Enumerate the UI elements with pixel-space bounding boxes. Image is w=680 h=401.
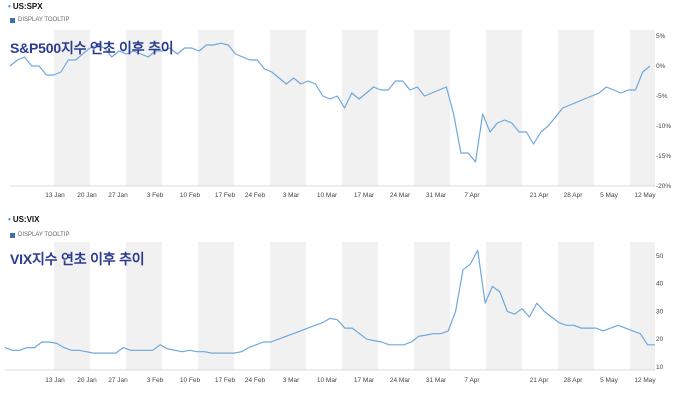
y-tick-label: 10: [656, 364, 664, 371]
x-tick-label: 17 Feb: [215, 192, 236, 199]
x-tick-label: 17 Feb: [215, 377, 236, 384]
vix-symbol-label: • US:VIX: [8, 215, 39, 224]
x-tick-label: 13 Jan: [45, 192, 65, 199]
x-tick-label: 31 Mar: [426, 377, 447, 384]
week-band: [630, 242, 655, 370]
week-band: [270, 30, 306, 186]
series-line: [9, 42, 651, 163]
x-tick-label: 21 Apr: [530, 192, 550, 199]
week-band: [486, 30, 522, 186]
checkbox-icon[interactable]: [10, 232, 15, 238]
x-tick-label: 21 Apr: [530, 377, 550, 384]
x-tick-label: 3 Feb: [147, 377, 164, 384]
x-tick-label: 12 May: [634, 192, 656, 199]
week-band: [414, 242, 450, 370]
spx-symbol-label: • US:SPX: [8, 2, 43, 11]
week-band: [342, 242, 378, 370]
x-tick-label: 28 Apr: [564, 377, 584, 384]
y-tick-label: 0%: [656, 63, 666, 70]
x-tick-label: 3 Mar: [283, 192, 300, 199]
y-tick-label: -20%: [656, 183, 671, 190]
spx-symbol-text: US:SPX: [12, 2, 43, 11]
x-tick-label: 12 May: [634, 377, 656, 384]
x-tick-label: 20 Jan: [77, 377, 97, 384]
week-band: [198, 242, 234, 370]
x-tick-label: 17 Mar: [354, 377, 375, 384]
vix-chart: 50 40 30 20 10 13 Jan 20 Jan 27 Jan 3 Feb 10 Feb 1…: [4, 242, 664, 384]
vix-panel: 50 40 30 20 10 13 Jan 20 Jan 27 Jan 3 Feb 10 Feb 1…: [0, 212, 680, 401]
week-band: [342, 30, 378, 186]
series-dot-icon: •: [8, 2, 11, 11]
y-tick-label: 20: [656, 336, 664, 343]
spx-panel: 5% 0% -5% -10% -15% -20% 13 Jan 20 Jan 27 Jan 3 F…: [0, 0, 680, 200]
week-band: [486, 242, 522, 370]
y-tick-label: 50: [656, 253, 664, 260]
x-tick-label: 24 Feb: [245, 192, 266, 199]
y-tick-label: -10%: [656, 123, 671, 130]
week-band: [270, 242, 306, 370]
x-tick-label: 27 Jan: [108, 377, 128, 384]
week-band: [54, 242, 90, 370]
x-tick-label: 20 Jan: [77, 192, 97, 199]
x-tick-label: 3 Mar: [283, 377, 300, 384]
y-tick-label: 30: [656, 308, 664, 315]
y-tick-label: 5%: [656, 33, 666, 40]
x-tick-label: 28 Apr: [564, 192, 584, 199]
x-tick-label: 13 Jan: [45, 377, 65, 384]
vix-symbol-text: US:VIX: [12, 215, 40, 224]
spx-chart: 5% 0% -5% -10% -15% -20% 13 Jan 20 Jan 27 Jan 3 F…: [9, 30, 671, 199]
x-tick-label: 24 Mar: [390, 377, 411, 384]
week-band: [198, 30, 234, 186]
x-tick-label: 10 Mar: [317, 192, 338, 199]
y-tick-label: -15%: [656, 153, 671, 160]
y-tick-label: 40: [656, 281, 664, 288]
x-tick-label: 10 Feb: [180, 192, 201, 199]
x-tick-label: 31 Mar: [426, 192, 447, 199]
x-tick-label: 24 Mar: [390, 192, 411, 199]
vix-tooltip-label: DISPLAY TOOLTIP: [18, 232, 70, 238]
y-tick-label: -5%: [656, 93, 668, 100]
series-line: [4, 249, 655, 354]
week-band: [630, 30, 655, 186]
week-band: [126, 242, 162, 370]
vix-tooltip-toggle[interactable]: DISPLAY TOOLTIP: [10, 232, 69, 238]
checkbox-icon[interactable]: [10, 17, 15, 23]
x-tick-label: 10 Mar: [317, 377, 338, 384]
vix-overlay-title: VIX지수 연초 이후 추이: [10, 251, 145, 267]
x-tick-label: 17 Mar: [354, 192, 375, 199]
week-band: [558, 242, 594, 370]
x-tick-label: 7 Apr: [464, 377, 480, 384]
series-dot-icon: •: [8, 215, 11, 224]
x-tick-label: 5 May: [600, 192, 618, 199]
week-band: [54, 30, 90, 186]
spx-tooltip-label: DISPLAY TOOLTIP: [18, 17, 70, 23]
x-tick-label: 10 Feb: [180, 377, 201, 384]
week-band: [126, 30, 162, 186]
x-tick-label: 24 Feb: [245, 377, 266, 384]
spx-tooltip-toggle[interactable]: DISPLAY TOOLTIP: [10, 17, 69, 23]
x-tick-label: 27 Jan: [108, 192, 128, 199]
x-tick-label: 5 May: [600, 377, 618, 384]
x-tick-label: 7 Apr: [464, 192, 480, 199]
spx-overlay-title: S&P500지수 연초 이후 추이: [10, 40, 174, 56]
week-band: [414, 30, 450, 186]
x-tick-label: 3 Feb: [147, 192, 164, 199]
